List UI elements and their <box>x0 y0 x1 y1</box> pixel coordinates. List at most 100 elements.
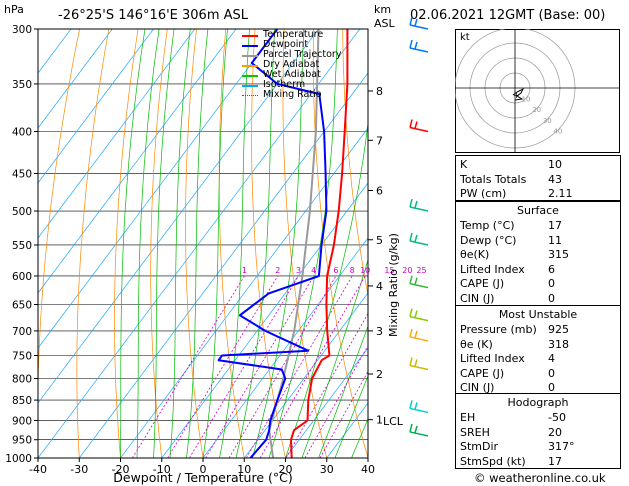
index-label: Pressure (mb) <box>460 323 537 336</box>
index-label: Lifted Index <box>460 352 525 365</box>
temperature-tick-label: -10 <box>153 463 171 476</box>
legend-swatch <box>242 75 258 77</box>
dry-adiabat-line <box>282 29 328 458</box>
pressure-tick-label: 750 <box>12 350 32 362</box>
legend-item: Dewpoint <box>240 39 362 50</box>
panel-title: Hodograph <box>507 396 569 409</box>
x-axis-label: Dewpoint / Temperature (°C) <box>113 470 292 485</box>
isotherm-line <box>38 29 196 239</box>
hodograph-trace <box>512 87 525 101</box>
index-value: 0 <box>548 381 555 394</box>
wet-adiabat-line <box>202 29 228 458</box>
legend-item: Parcel Trajectory <box>240 49 362 60</box>
dry-adiabat-line <box>38 29 80 458</box>
hodograph-ring-label: 20 <box>532 106 541 114</box>
index-label: StmDir <box>460 440 499 453</box>
index-value: 4 <box>548 352 555 365</box>
location-title: -26°25'S 146°16'E 306m ASL <box>58 8 249 23</box>
dry-adiabat-line <box>76 29 110 458</box>
hodograph-indices-panel: Hodograph EH -50 SREH 20 StmDir 317° StmSpd (kt… <box>455 393 621 469</box>
km-tick-label: 4 <box>376 280 383 293</box>
isotherm-line <box>38 29 72 74</box>
index-value: 10 <box>548 158 562 171</box>
pressure-tick-label: 700 <box>12 326 32 338</box>
mixing-ratio-line <box>319 370 368 458</box>
legend-item: Isotherm <box>240 79 362 90</box>
index-label: CAPE (J) <box>460 277 505 290</box>
km-tick-label: 2 <box>376 368 383 381</box>
wet-adiabat-line <box>136 29 160 458</box>
wet-adiabat-line <box>235 29 276 458</box>
pressure-tick-label: 600 <box>12 271 32 283</box>
wet-adiabat-line <box>169 29 191 458</box>
mixing-ratio-line <box>205 275 315 458</box>
index-label: θe(K) <box>460 248 490 261</box>
km-tick-label: 6 <box>376 184 383 197</box>
wind-barb <box>409 328 429 342</box>
km-tick-label: 1 <box>376 414 383 427</box>
wet-adiabat-line <box>318 325 368 458</box>
pressure-tick-label: 950 <box>12 435 32 447</box>
index-label: Dewp (°C) <box>460 233 517 247</box>
temperature-tick-label: -30 <box>70 463 88 476</box>
mixing-ratio-label: 10 <box>360 266 370 275</box>
index-label: EH <box>460 411 476 424</box>
dry-adiabat-line <box>312 29 368 458</box>
panel-title: Most Unstable <box>498 308 578 321</box>
wet-adiabat-line <box>120 29 146 458</box>
km-label: km <box>374 3 392 16</box>
km-tick-label: 8 <box>376 85 383 98</box>
index-label: StmSpd (kt) <box>460 454 526 468</box>
legend-swatch <box>242 85 258 87</box>
surface-panel: Surface Temp (°C) 17 Dewp (°C) 11 θe(K) 315 Lif… <box>455 201 621 307</box>
legend-item: Dry Adiabat <box>240 59 362 70</box>
pressure-tick-label: 900 <box>12 415 32 427</box>
index-label: CIN (J) <box>460 381 495 394</box>
mixing-ratio-label: 20 <box>402 266 412 275</box>
index-label: CIN (J) <box>460 291 495 305</box>
mixing-ratio-line <box>131 275 245 458</box>
dry-adiabat-line <box>150 29 168 458</box>
hodograph-ring-label: 10 <box>522 96 531 104</box>
isotherm-line <box>38 29 278 349</box>
mixing-ratio-label: 2 <box>275 266 280 275</box>
legend-item: Wet Adiabat <box>240 69 362 80</box>
lcl-label: LCL <box>383 415 404 428</box>
index-label: Temp (°C) <box>460 219 515 232</box>
isotherm-line <box>38 29 154 184</box>
pressure-tick-label: 550 <box>12 240 32 252</box>
mixing-ratio-line <box>228 275 337 458</box>
mixing-ratio-line <box>246 275 353 458</box>
wind-barb <box>409 232 429 246</box>
index-value: 6 <box>548 262 555 276</box>
wind-barb <box>409 119 429 133</box>
index-value: 318 <box>548 337 569 351</box>
index-value: 317° <box>548 440 575 453</box>
wind-barb <box>409 198 429 212</box>
legend-item: Temperature <box>240 29 362 40</box>
mixing-ratio-label: 6 <box>333 266 338 275</box>
index-value: 43 <box>548 172 562 186</box>
mixing-ratio-label: 25 <box>416 266 426 275</box>
hodograph-kt-label: kt <box>460 32 470 43</box>
km-tick-label: 7 <box>376 134 383 147</box>
legend-label: Dry Adiabat <box>263 59 320 70</box>
temperature-tick-label: -40 <box>29 463 47 476</box>
mixing-ratio-axis-label: Mixing Ratio (g/kg) <box>387 233 400 337</box>
isotherm-line <box>38 29 361 458</box>
wet-adiabat-line <box>153 29 175 458</box>
legend-label: Mixing Ratio <box>263 89 322 100</box>
asl-label: ASL <box>374 17 395 30</box>
pressure-tick-label: 400 <box>12 127 32 139</box>
mixing-ratio-label: 3 <box>296 266 301 275</box>
copyright: © weatheronline.co.uk <box>474 471 606 485</box>
index-value: 925 <box>548 323 569 336</box>
wet-adiabat-line <box>301 258 368 458</box>
wet-adiabat-line <box>219 29 250 458</box>
km-tick-label: 5 <box>376 234 383 247</box>
index-label: θe (K) <box>460 337 493 351</box>
mixing-ratio-line <box>285 312 368 458</box>
pressure-tick-label: 450 <box>12 168 32 180</box>
